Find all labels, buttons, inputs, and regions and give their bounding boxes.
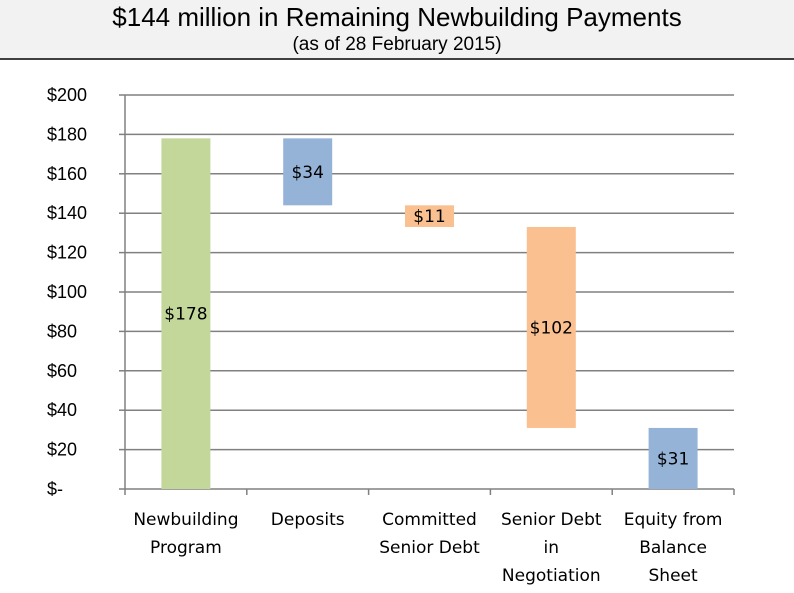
y-tick-label: $200 [47, 85, 87, 105]
x-tick-label: Senior Debt [501, 510, 602, 530]
bar [405, 205, 454, 227]
x-tick-label: Negotiation [502, 566, 601, 586]
x-tick-label: Deposits [271, 510, 345, 530]
x-tick-label: Sheet [649, 566, 698, 586]
chart-header: $144 million in Remaining Newbuilding Pa… [0, 0, 794, 60]
x-tick-label: Newbuilding [133, 510, 238, 530]
y-tick-label: $40 [47, 400, 77, 420]
x-tick-label: Balance [639, 538, 707, 558]
chart-title: $144 million in Remaining Newbuilding Pa… [112, 2, 682, 32]
chart-subtitle: (as of 28 February 2015) [292, 34, 502, 55]
y-tick-label: $100 [47, 282, 87, 302]
y-tick-label: $160 [47, 164, 87, 184]
bar [648, 427, 698, 489]
y-tick-label: $20 [47, 440, 77, 460]
y-tick-label: $- [47, 479, 63, 499]
y-tick-label: $140 [47, 203, 87, 223]
data-label: $102 [530, 318, 573, 338]
data-label: $11 [413, 207, 445, 227]
x-tick-label: Senior Debt [379, 538, 480, 558]
bar [161, 138, 211, 489]
x-tick-label: in [544, 538, 560, 558]
data-label: $178 [164, 305, 207, 325]
bar [283, 138, 333, 206]
data-label: $34 [291, 163, 323, 183]
bar [526, 226, 576, 428]
x-tick-label: Equity from [624, 510, 723, 530]
data-label: $31 [657, 449, 689, 469]
y-tick-label: $60 [47, 361, 77, 381]
y-tick-label: $120 [47, 243, 87, 263]
x-tick-label: Program [150, 538, 222, 558]
x-tick-label: Committed [382, 510, 477, 530]
y-tick-label: $180 [47, 124, 87, 144]
y-tick-label: $80 [47, 321, 77, 341]
